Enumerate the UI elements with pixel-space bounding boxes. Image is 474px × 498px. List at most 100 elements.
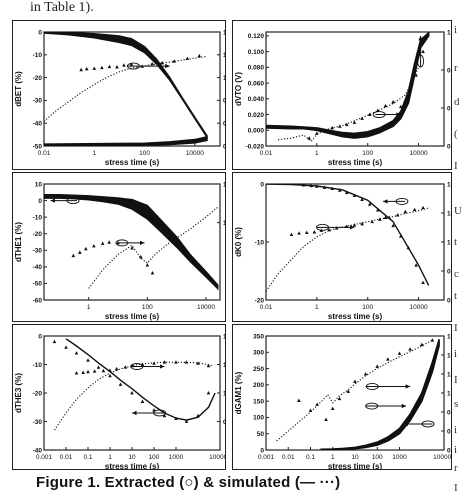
- extracted-point: [398, 104, 403, 109]
- simulated-line: [266, 184, 430, 286]
- y-tick-label: -0.020: [246, 143, 265, 150]
- extracted-point: [101, 368, 106, 373]
- extracted-point: [378, 217, 382, 221]
- extracted-point: [397, 351, 402, 355]
- panel-frame: [12, 172, 226, 322]
- plot-area: [43, 31, 221, 147]
- y-tick-label: -40: [33, 264, 43, 271]
- extracted-point: [185, 56, 190, 61]
- extracted-point: [375, 364, 380, 368]
- x-tick-label: 100: [149, 454, 160, 461]
- y-tick-label: 0.080: [248, 65, 265, 72]
- extracted-point: [337, 396, 342, 401]
- margin-fragment: s: [454, 398, 459, 410]
- extracted-point: [334, 226, 339, 230]
- x-tick-label: 10: [351, 454, 359, 461]
- margin-fragment: I: [454, 482, 458, 494]
- simulated-dotted-line: [44, 55, 207, 122]
- x-tick-label: 100: [139, 150, 150, 157]
- y-axis-label: dGAM1 (%): [234, 371, 243, 414]
- y-tick-label: 0.020: [248, 112, 265, 119]
- margin-fragment: i: [454, 444, 458, 456]
- x-tick-label: 0.01: [282, 454, 295, 461]
- y2-tick-label: 1: [447, 390, 451, 397]
- extracted-point: [114, 366, 119, 371]
- y-axis-label: dTHE1 (%): [14, 222, 23, 262]
- extracted-point: [297, 398, 301, 402]
- arrow-head: [165, 63, 170, 69]
- extracted-point: [330, 406, 335, 411]
- y2-tick-label: 0.1: [223, 98, 226, 105]
- y-tick-label: -10: [255, 239, 265, 246]
- extracted-point: [391, 223, 395, 228]
- extracted-point: [86, 369, 90, 374]
- arrow-head: [383, 199, 388, 204]
- y-tick-label: 0.100: [248, 49, 265, 56]
- x-tick-label: 0.01: [38, 150, 51, 157]
- extracted-point: [86, 358, 90, 362]
- plot-content: [44, 32, 208, 146]
- x-tick-label: 100: [362, 304, 373, 311]
- extracted-point: [367, 202, 372, 206]
- extracted-point: [108, 373, 112, 378]
- extracted-point: [344, 190, 349, 195]
- plot-content: [266, 184, 430, 292]
- extracted-point: [74, 371, 79, 375]
- chart-panel-1: 0.01 1 100 10000 0 -10 -20 -30 -40 -50 100 10 1 0.1 0.…: [12, 20, 226, 170]
- y-tick-label: 0: [38, 29, 42, 36]
- extracted-point: [324, 417, 328, 421]
- x-tick-label: 0.01: [260, 304, 273, 311]
- x-axis-label: stress time (s): [105, 312, 160, 321]
- arrow-head: [401, 403, 407, 409]
- margin-fragment: t: [454, 290, 458, 302]
- y2-tick-label: 10: [447, 210, 452, 217]
- extracted-point: [391, 99, 395, 104]
- simulated-band: [44, 32, 208, 140]
- panel-frame: [232, 20, 452, 170]
- chart-panel-6: 0.0010.010.11101001000100000350300250200…: [232, 324, 452, 470]
- extracted-point: [367, 112, 372, 116]
- extracted-point: [414, 73, 418, 77]
- extracted-point: [64, 345, 68, 349]
- extracted-point: [150, 61, 154, 66]
- extracted-point: [395, 213, 400, 217]
- y-tick-label: 0: [38, 198, 42, 205]
- y-axis-label: dK0 (%): [234, 227, 243, 257]
- x-tick-label: 10: [128, 454, 136, 461]
- extracted-point: [129, 62, 134, 66]
- extracted-point: [421, 205, 425, 210]
- plot-area: [265, 335, 445, 451]
- chart-panel-3: 110010000100-10-20-30-40-50-6010010stres…: [12, 172, 226, 322]
- y-tick-label: 100: [253, 415, 264, 422]
- y2-tick-label: 0.1: [223, 419, 226, 426]
- extracted-point: [107, 64, 112, 69]
- arrow-head: [349, 225, 355, 230]
- figure-caption: Figure 1. Extracted (○) & simulated (— ·…: [36, 474, 341, 491]
- extracted-point: [52, 339, 57, 344]
- arrow-head: [50, 198, 56, 203]
- y-tick-label: 50: [257, 431, 265, 438]
- preceding-text: in Table 1).: [30, 0, 94, 15]
- y2-tick-label: 1: [447, 239, 451, 246]
- extracted-point: [421, 280, 425, 284]
- simulated-band: [44, 135, 208, 146]
- curve-marker-ellipse: [417, 54, 425, 68]
- chart-svg: 0.0010.010.11101001000100000350300250200…: [232, 324, 452, 470]
- y2-tick-label: 100: [223, 29, 226, 36]
- extracted-point: [71, 253, 76, 258]
- extracted-point: [115, 65, 119, 69]
- margin-fragment: r: [454, 62, 458, 74]
- extracted-point: [360, 221, 364, 226]
- y-tick-label: 300: [253, 350, 264, 357]
- extracted-point: [414, 263, 418, 267]
- panel-frame: [12, 20, 226, 170]
- y2-tick-label: 0.1: [447, 268, 452, 275]
- y2-tick-label: 0.1: [447, 409, 452, 416]
- curve-marker-ellipse: [365, 402, 379, 410]
- plot-content: [44, 194, 219, 291]
- x-tick-label: 0.01: [260, 150, 273, 157]
- extracted-point: [196, 361, 200, 365]
